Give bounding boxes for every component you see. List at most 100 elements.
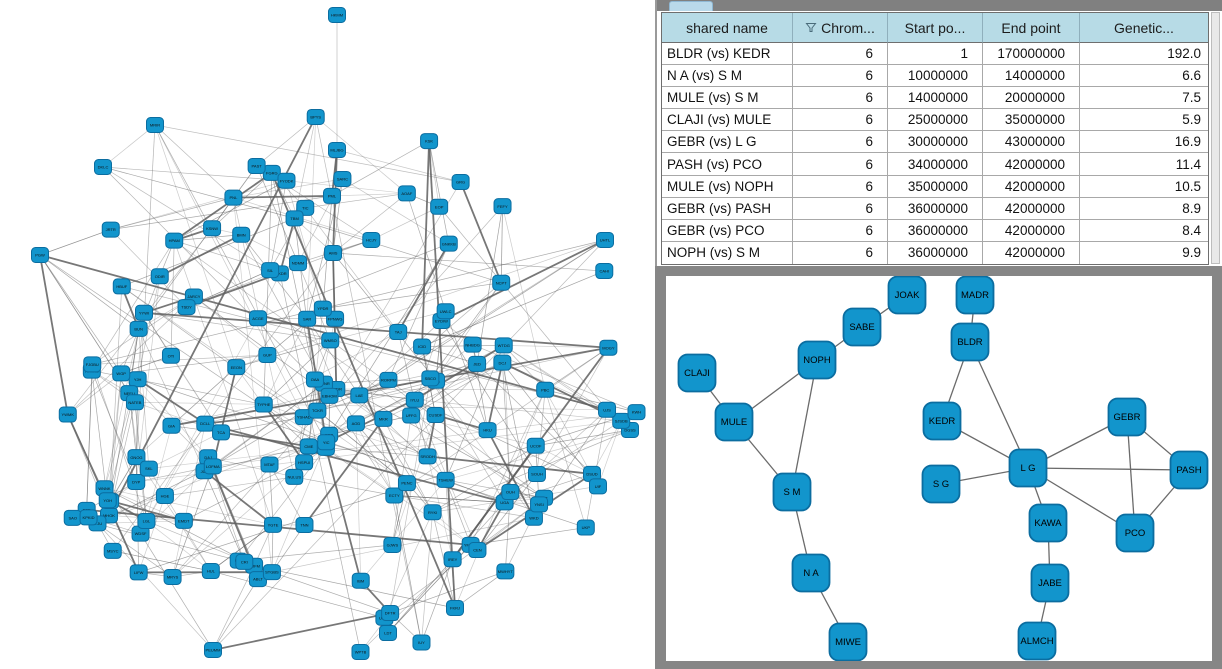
node-shape[interactable] (362, 231, 381, 248)
network-node[interactable]: BMN (232, 226, 251, 243)
node-shape[interactable] (1115, 513, 1155, 553)
network-node-SG[interactable]: S G (921, 464, 961, 504)
network-edge[interactable] (383, 418, 433, 513)
network-node[interactable]: PNL (224, 189, 243, 206)
network-edge[interactable] (325, 398, 416, 444)
network-node[interactable]: NULUS (285, 468, 304, 485)
network-node[interactable]: CEN (468, 542, 487, 559)
network-edge[interactable] (535, 429, 631, 447)
network-edge[interactable] (233, 195, 333, 199)
network-edge[interactable] (92, 239, 606, 365)
node-shape[interactable] (397, 185, 416, 202)
node-shape[interactable] (420, 133, 439, 150)
network-edge[interactable] (445, 479, 456, 609)
network-edge[interactable] (121, 286, 408, 484)
network-edge[interactable] (421, 141, 430, 347)
network-node[interactable]: NATEB (125, 394, 144, 411)
node-shape[interactable] (599, 339, 618, 356)
network-edge[interactable] (271, 172, 316, 380)
node-shape[interactable] (146, 117, 164, 133)
node-shape[interactable] (1028, 503, 1068, 543)
network-edge[interactable] (388, 243, 450, 381)
network-edge[interactable] (410, 362, 503, 416)
network-node[interactable]: TSDY (177, 299, 196, 316)
network-edge[interactable] (212, 578, 259, 651)
network-edge[interactable] (112, 550, 211, 572)
network-edge[interactable] (315, 116, 422, 643)
network-node-PCO[interactable]: PCO (1115, 513, 1155, 553)
network-node[interactable]: MRYS (163, 568, 182, 585)
node-shape[interactable] (772, 472, 812, 512)
network-edge[interactable] (500, 206, 503, 283)
network-node[interactable]: MRIR (146, 117, 164, 133)
network-edge[interactable] (315, 116, 408, 194)
network-edge[interactable] (171, 366, 237, 426)
network-edge[interactable] (207, 457, 245, 563)
network-edge[interactable] (174, 234, 242, 241)
network-edge[interactable] (39, 254, 139, 330)
network-edge[interactable] (233, 197, 268, 356)
network-node-KAWA[interactable]: KAWA (1028, 503, 1068, 543)
sub-network-panel[interactable]: JOAK SABE NOPH CLAJI MULE MADR BLDR KEDR GEBR L G… (666, 276, 1212, 661)
node-shape[interactable] (922, 401, 962, 441)
node-shape[interactable] (423, 504, 442, 521)
network-node[interactable]: YJH (128, 371, 147, 388)
network-edge[interactable] (172, 423, 206, 578)
network-node[interactable]: PML (322, 187, 341, 204)
network-node[interactable]: OTI (161, 347, 180, 364)
network-node[interactable]: ODIR (150, 268, 169, 285)
network-edge[interactable] (263, 318, 308, 405)
network-node[interactable]: GRG (451, 174, 470, 191)
table-row[interactable]: CLAJI (vs) MULE 6 25000000 35000000 5.9 (662, 109, 1208, 132)
network-edge[interactable] (445, 311, 488, 431)
node-shape[interactable] (501, 484, 520, 501)
network-node[interactable]: WKD (524, 509, 543, 526)
node-shape[interactable] (58, 406, 77, 423)
network-edge[interactable] (355, 423, 395, 496)
network-node[interactable]: PENC (397, 475, 416, 492)
network-edge[interactable] (322, 282, 502, 309)
network-node[interactable]: TAJ (389, 324, 408, 341)
network-node[interactable]: KWH (627, 404, 646, 421)
network-edge[interactable] (422, 345, 504, 347)
network-edge[interactable] (154, 124, 237, 368)
node-shape[interactable] (494, 337, 513, 354)
network-edge[interactable] (146, 425, 172, 522)
network-edge[interactable] (427, 455, 593, 475)
network-edge[interactable] (121, 354, 268, 374)
network-edge[interactable] (392, 483, 408, 546)
table-row[interactable]: MULE (vs) S M 6 14000000 20000000 7.5 (662, 87, 1208, 110)
node-shape[interactable] (468, 542, 487, 559)
table-row[interactable]: NOPH (vs) S M 6 36000000 42000000 9.9 (662, 241, 1208, 264)
network-edge[interactable] (210, 570, 385, 619)
network-edge[interactable] (332, 193, 408, 254)
network-node[interactable]: PAST (247, 158, 266, 175)
node-shape[interactable] (261, 262, 280, 279)
network-edge[interactable] (328, 243, 450, 435)
network-edge[interactable] (212, 466, 255, 566)
column-header-genetic[interactable]: Genetic... (1080, 13, 1208, 43)
node-shape[interactable] (436, 471, 455, 488)
network-node[interactable]: SIL (261, 262, 280, 279)
node-shape[interactable] (299, 438, 318, 455)
network-node[interactable]: NHBDG (463, 336, 482, 353)
network-edge[interactable] (146, 520, 212, 572)
network-node[interactable]: YPDR (313, 300, 332, 317)
node-shape[interactable] (451, 174, 470, 191)
network-edge[interactable] (171, 366, 237, 426)
network-node[interactable]: YYWI (134, 304, 153, 321)
network-node[interactable]: MOGY (599, 339, 618, 356)
node-shape[interactable] (397, 475, 416, 492)
node-shape[interactable] (177, 299, 196, 316)
network-edge[interactable] (421, 346, 478, 365)
network-edge[interactable] (430, 282, 502, 379)
node-shape[interactable] (161, 347, 180, 364)
node-shape[interactable] (196, 415, 215, 432)
column-header-sharedname[interactable]: shared name (662, 13, 793, 43)
network-edge[interactable] (336, 388, 546, 391)
network-node[interactable]: GIA (162, 417, 181, 434)
node-shape[interactable] (308, 402, 327, 419)
network-node[interactable]: STGBS (262, 564, 281, 581)
node-shape[interactable] (627, 404, 646, 421)
network-edge[interactable] (140, 533, 214, 651)
